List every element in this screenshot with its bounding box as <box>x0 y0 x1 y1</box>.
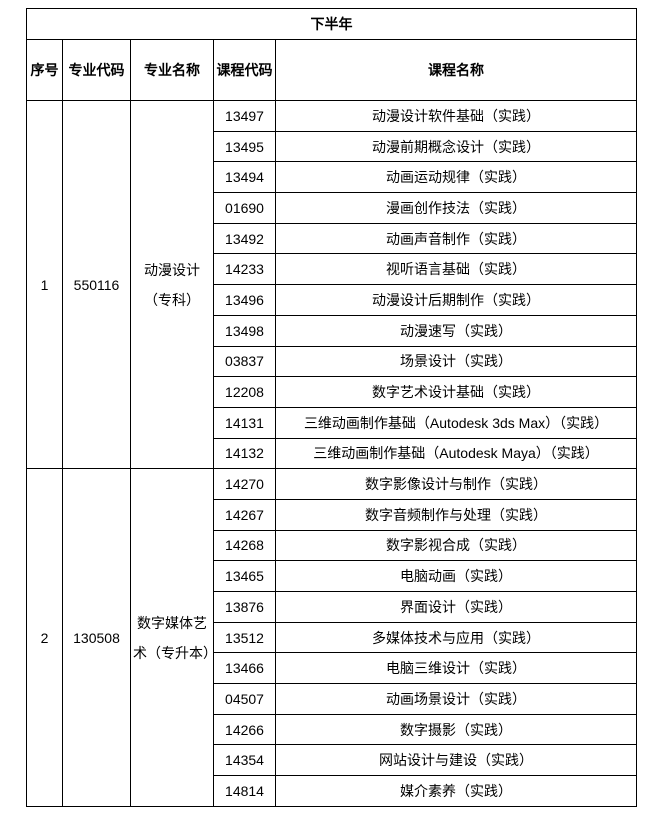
course-name-cell: 电脑三维设计（实践） <box>274 652 638 685</box>
course-code-cell: 13498 <box>213 314 276 347</box>
header-seq: 序号 <box>26 39 63 101</box>
course-name-cell: 动漫设计软件基础（实践） <box>274 100 638 132</box>
course-name-cell: 媒介素养（实践） <box>274 775 638 807</box>
table-row: 13495 动漫前期概念设计（实践） <box>27 130 638 163</box>
course-name-cell: 动画声音制作（实践） <box>274 222 638 255</box>
course-code-cell: 14266 <box>213 713 276 746</box>
course-name-cell: 三维动画制作基础（Autodesk Maya）（实践） <box>274 437 638 470</box>
course-code-cell: 03837 <box>213 345 276 378</box>
major-name-cell: 数字媒体艺术（专升本） <box>130 468 217 807</box>
course-code-cell: 04507 <box>213 683 276 715</box>
table-row: 13496 动漫设计后期制作（实践） <box>27 284 638 316</box>
course-code-cell: 14268 <box>213 529 276 562</box>
table-row: 14132 三维动画制作基础（Autodesk Maya）（实践） <box>27 437 638 470</box>
course-code-cell: 13876 <box>213 591 276 623</box>
table-row: 14268 数字影视合成（实践） <box>27 529 638 562</box>
course-name-cell: 视听语言基础（实践） <box>274 253 638 286</box>
table-row: 13512 多媒体技术与应用（实践） <box>27 621 638 654</box>
course-name-cell: 数字音频制作与处理（实践） <box>274 498 638 531</box>
course-code-cell: 13512 <box>213 621 276 654</box>
table-row: 14233 视听语言基础（实践） <box>27 253 638 286</box>
course-name-cell: 动画运动规律（实践） <box>274 161 638 194</box>
table-title: 下半年 <box>25 8 638 40</box>
table-row: 12208 数字艺术设计基础（实践） <box>27 376 638 408</box>
course-code-cell: 13496 <box>213 284 276 316</box>
header-course-code: 课程代码 <box>213 39 276 101</box>
table-row: 14267 数字音频制作与处理（实践） <box>27 498 638 531</box>
course-name-cell: 数字艺术设计基础（实践） <box>274 376 638 408</box>
table-row: 14814 媒介素养（实践） <box>27 775 638 807</box>
major-name-cell: 动漫设计（专科） <box>130 99 214 470</box>
course-code-cell: 12208 <box>213 376 276 408</box>
table-row: 13876 界面设计（实践） <box>27 591 638 623</box>
table-row: 14131 三维动画制作基础（Autodesk 3ds Max）（实践） <box>27 406 638 439</box>
course-name-cell: 界面设计（实践） <box>274 591 638 623</box>
seq-cell: 2 <box>26 468 63 807</box>
course-name-cell: 漫画创作技法（实践） <box>274 192 638 224</box>
course-code-cell: 14270 <box>213 468 276 500</box>
major-code-cell: 550116 <box>62 99 131 470</box>
course-code-cell: 01690 <box>213 192 276 224</box>
course-name-cell: 三维动画制作基础（Autodesk 3ds Max）（实践） <box>274 406 638 439</box>
course-name-cell: 动画场景设计（实践） <box>274 683 638 715</box>
header-major-name: 专业名称 <box>130 39 214 101</box>
table-row: 14354 网站设计与建设（实践） <box>27 744 638 777</box>
course-code-cell: 14354 <box>213 744 276 777</box>
course-code-cell: 13465 <box>213 560 276 592</box>
course-table: 下半年 序号 专业代码 专业名称 课程代码 课程名称 1 550116 动漫设计（专… <box>25 8 638 807</box>
seq-cell: 1 <box>26 99 63 470</box>
major-code-cell: 130508 <box>62 468 131 807</box>
header-course-name: 课程名称 <box>274 39 638 101</box>
header-major-code: 专业代码 <box>62 39 131 101</box>
course-code-cell: 14233 <box>213 253 276 286</box>
course-name-cell: 动漫前期概念设计（实践） <box>274 130 638 163</box>
table-row: 1 550116 动漫设计（专科） 13497 动漫设计软件基础（实践） <box>26 99 638 470</box>
course-name-cell: 数字影视合成（实践） <box>274 529 638 562</box>
course-name-cell: 电脑动画（实践） <box>274 560 638 592</box>
course-name-cell: 动漫设计后期制作（实践） <box>274 284 638 316</box>
course-code-cell: 13497 <box>213 100 276 132</box>
course-name-cell: 数字摄影（实践） <box>274 713 638 746</box>
table-row: 01690 漫画创作技法（实践） <box>27 192 638 224</box>
course-code-cell: 14132 <box>213 437 276 470</box>
table-row: 03837 场景设计（实践） <box>27 345 638 378</box>
table-row: 2 130508 数字媒体艺术（专升本） 14270 数字影像设计与制作（实践） <box>26 468 638 807</box>
course-code-cell: 14131 <box>213 406 276 439</box>
course-code-cell: 13492 <box>213 222 276 255</box>
course-name-cell: 多媒体技术与应用（实践） <box>274 621 638 654</box>
course-name-cell: 场景设计（实践） <box>274 345 638 378</box>
course-name-cell: 网站设计与建设（实践） <box>274 744 638 777</box>
course-code-cell: 13495 <box>213 130 276 163</box>
course-code-cell: 14814 <box>213 775 276 807</box>
table-row: 13498 动漫速写（实践） <box>27 314 638 347</box>
course-code-cell: 13494 <box>213 161 276 194</box>
course-code-cell: 14267 <box>213 498 276 531</box>
course-name-cell: 数字影像设计与制作（实践） <box>274 468 638 500</box>
table-row: 13465 电脑动画（实践） <box>27 560 638 592</box>
course-name-cell: 动漫速写（实践） <box>274 314 638 347</box>
table-row: 13494 动画运动规律（实践） <box>27 161 638 194</box>
table-row: 13492 动画声音制作（实践） <box>27 222 638 255</box>
course-code-cell: 13466 <box>213 652 276 685</box>
